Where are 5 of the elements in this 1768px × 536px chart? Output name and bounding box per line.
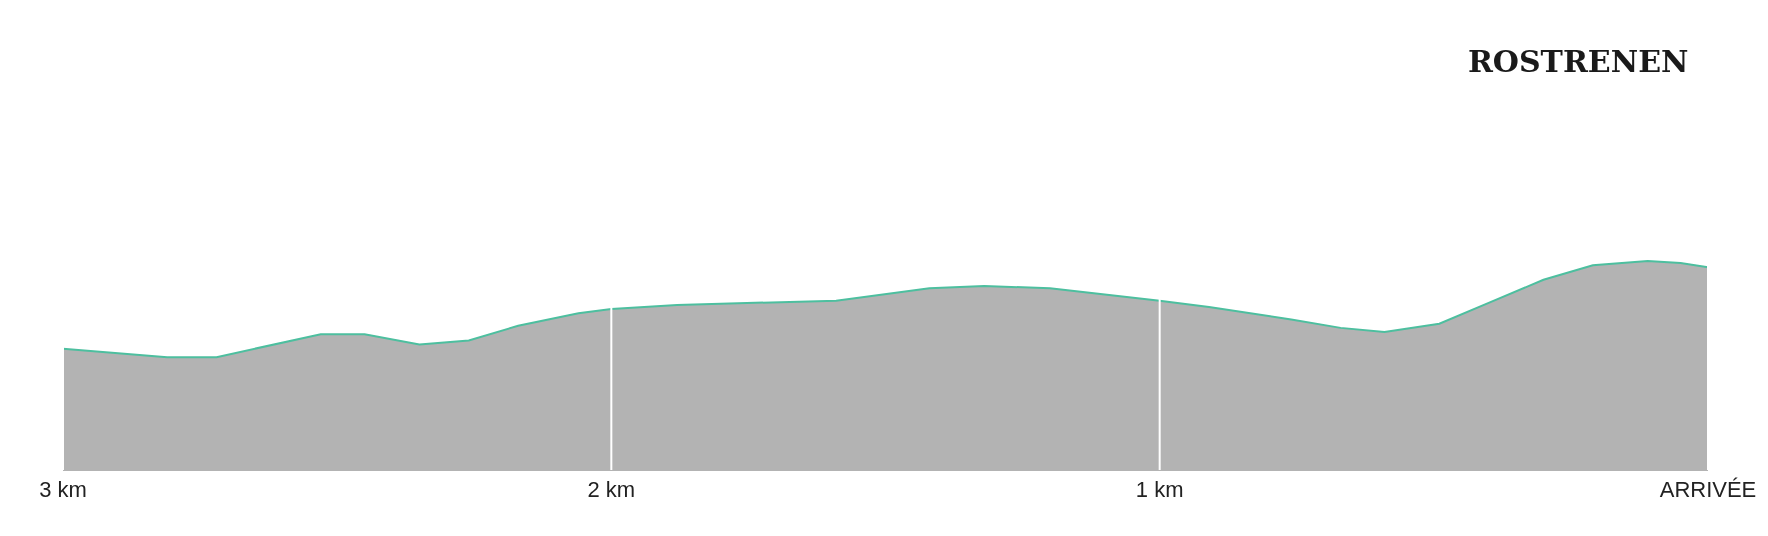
chart-title: ROSTRENEN xyxy=(1467,44,1689,80)
x-tick-label: 2 km xyxy=(587,477,636,503)
x-tick-label: 1 km xyxy=(1135,477,1184,503)
x-tick-label: ARRIVÉE xyxy=(1659,477,1757,503)
x-tick-label: 3 km xyxy=(39,477,87,503)
